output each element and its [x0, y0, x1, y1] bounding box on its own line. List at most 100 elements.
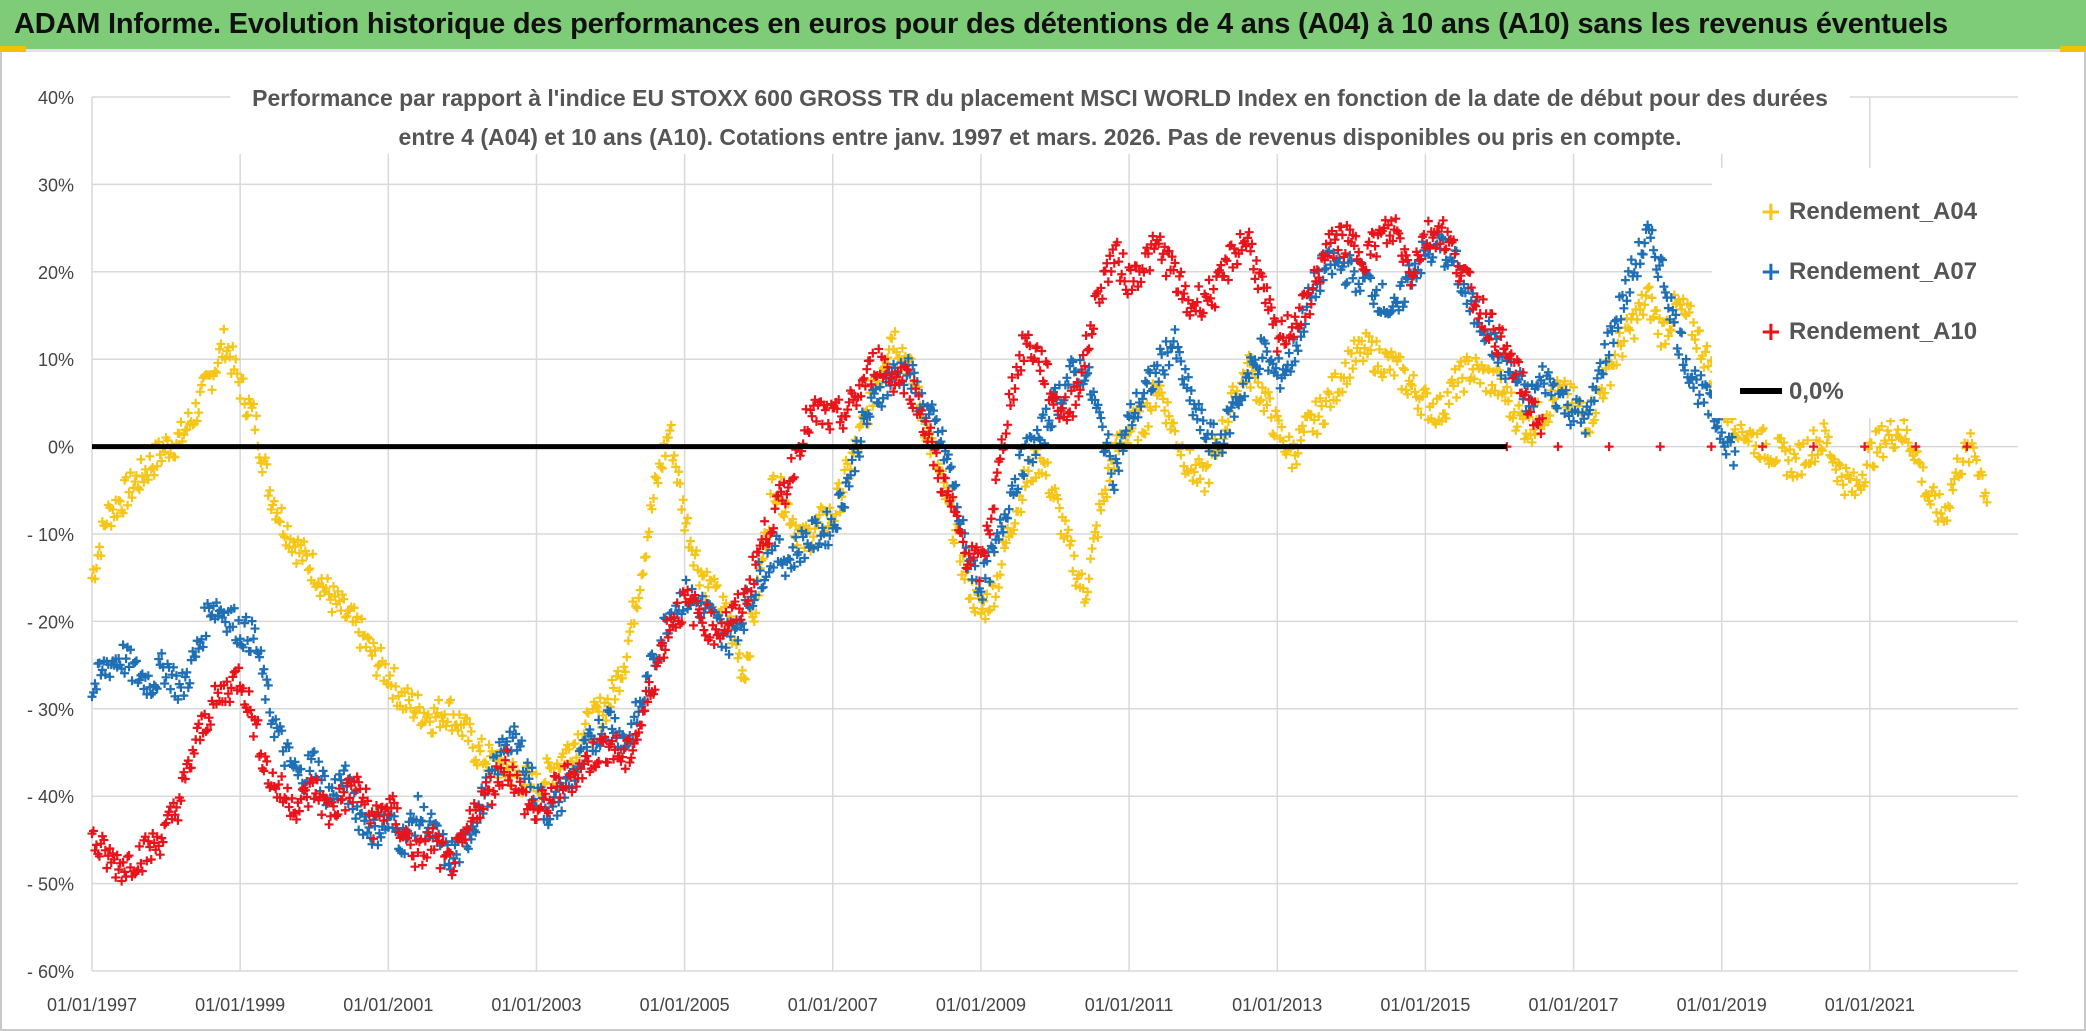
point-rendement-a10 [1437, 223, 1447, 233]
point-rendement-a10 [1526, 407, 1536, 417]
x-tick-label: 01/01/1997 [47, 995, 137, 1015]
point-rendement-a04 [272, 508, 282, 518]
point-rendement-a04 [1817, 446, 1827, 456]
point-rendement-a10 [1305, 309, 1315, 319]
point-rendement-a07 [853, 447, 863, 457]
point-rendement-a07 [1681, 354, 1691, 364]
point-rendement-a10 [1062, 415, 1072, 425]
point-rendement-a10 [194, 719, 204, 729]
point-rendement-a10 [1440, 245, 1450, 255]
point-rendement-a10 [1126, 265, 1136, 275]
point-rendement-a04 [275, 517, 285, 527]
point-rendement-a04 [465, 719, 475, 729]
point-rendement-a07 [120, 668, 130, 678]
point-rendement-a10 [277, 771, 287, 781]
point-rendement-a10 [1071, 400, 1081, 410]
point-rendement-a10 [502, 745, 512, 755]
point-rendement-a10 [576, 764, 586, 774]
point-rendement-a07 [840, 503, 850, 513]
point-rendement-a04 [1331, 395, 1341, 405]
point-rendement-a07 [1659, 282, 1669, 292]
point-rendement-a04 [995, 570, 1005, 580]
point-rendement-a07 [1346, 256, 1356, 266]
point-rendement-a10 [1514, 357, 1524, 367]
point-rendement-a10 [331, 811, 341, 821]
point-rendement-a04 [251, 411, 261, 421]
point-rendement-a10 [758, 540, 768, 550]
point-rendement-a07 [927, 400, 937, 410]
point-rendement-a07 [1585, 405, 1595, 415]
point-rendement-a10 [118, 857, 128, 867]
point-rendement-a10 [201, 726, 211, 736]
point-rendement-a10 [1361, 265, 1371, 275]
point-rendement-a04 [1703, 361, 1713, 371]
point-rendement-a04 [308, 549, 318, 559]
point-rendement-a07 [1226, 403, 1236, 413]
point-rendement-a10 [323, 798, 333, 808]
point-rendement-a04 [1850, 490, 1860, 500]
point-rendement-a10 [1281, 339, 1291, 349]
point-rendement-a04 [966, 593, 976, 603]
point-rendement-a04 [689, 560, 699, 570]
point-rendement-a04 [979, 596, 989, 606]
point-rendement-a10 [1251, 256, 1261, 266]
point-rendement-a07 [1616, 314, 1626, 324]
point-rendement-a10 [1097, 294, 1107, 304]
point-rendement-a10 [1035, 366, 1045, 376]
point-rendement-a10 [1194, 281, 1204, 291]
point-rendement-a10 [786, 453, 796, 463]
point-rendement-a04 [388, 693, 398, 703]
point-rendement-a10 [94, 851, 104, 861]
point-rendement-a04 [283, 521, 293, 531]
point-rendement-a07 [257, 669, 267, 679]
point-rendement-a10 [296, 794, 306, 804]
point-rendement-a04 [269, 496, 279, 506]
point-rendement-a04 [376, 643, 386, 653]
point-rendement-a07 [166, 684, 176, 694]
point-rendement-a04 [1964, 457, 1974, 467]
point-rendement-a04 [1068, 566, 1078, 576]
point-rendement-a10 [460, 835, 470, 845]
point-rendement-a07 [219, 608, 229, 618]
point-rendement-a07 [580, 735, 590, 745]
point-rendement-a10 [176, 796, 186, 806]
point-rendement-a07 [363, 828, 373, 838]
point-rendement-a04 [982, 589, 992, 599]
x-tick-label: 01/01/2011 [1085, 995, 1174, 1015]
point-rendement-a04 [1389, 370, 1399, 380]
point-rendement-a10 [136, 858, 146, 868]
point-rendement-a07 [988, 543, 998, 553]
point-rendement-a07 [931, 414, 941, 424]
point-rendement-a10 [328, 801, 338, 811]
point-rendement-a10 [1198, 308, 1208, 318]
point-rendement-a04 [678, 495, 688, 505]
point-rendement-a07 [576, 744, 586, 754]
point-rendement-a04 [1881, 439, 1891, 449]
point-rendement-a10 [142, 856, 152, 866]
point-rendement-a04 [1743, 436, 1753, 446]
point-rendement-a07 [1635, 259, 1645, 269]
point-rendement-a10 [865, 356, 875, 366]
point-rendement-a10 [497, 780, 507, 790]
y-tick-label: - 20% [27, 612, 74, 632]
point-rendement-a10 [1257, 272, 1267, 282]
point-rendement-a04 [1166, 424, 1176, 434]
point-rendement-a04 [1191, 460, 1201, 470]
point-rendement-a04 [1521, 429, 1531, 439]
point-rendement-a10 [1398, 257, 1408, 267]
point-rendement-a04 [1262, 400, 1272, 410]
point-rendement-a07 [1668, 305, 1678, 315]
point-rendement-a04 [1786, 467, 1796, 477]
point-rendement-a10 [989, 504, 999, 514]
point-rendement-a04 [650, 472, 660, 482]
point-rendement-a07 [1253, 369, 1263, 379]
point-rendement-a07 [643, 671, 653, 681]
point-rendement-a04 [280, 532, 290, 542]
point-rendement-a04 [1929, 482, 1939, 492]
point-rendement-a07 [352, 802, 362, 812]
point-rendement-a04 [1475, 378, 1485, 388]
point-rendement-a10-flat-at-0 [1604, 442, 1614, 452]
point-rendement-a04 [188, 420, 198, 430]
point-rendement-a07 [229, 603, 239, 613]
point-rendement-a04 [1948, 485, 1958, 495]
